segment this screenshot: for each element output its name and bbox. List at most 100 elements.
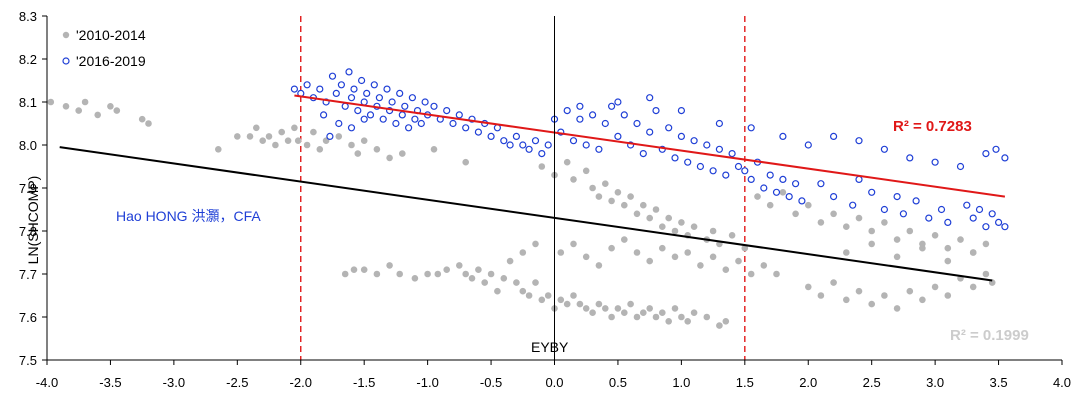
point-2016-2019	[994, 218, 1003, 226]
point-2010-2014	[360, 137, 368, 144]
point-2016-2019	[337, 81, 345, 89]
legend-label-2010-2014: '2010-2014	[76, 27, 146, 43]
point-2010-2014	[944, 257, 952, 265]
point-2010-2014	[671, 305, 679, 312]
point-2010-2014	[215, 146, 222, 153]
point-2016-2019	[411, 115, 419, 123]
point-2010-2014	[659, 244, 666, 252]
point-2016-2019	[328, 72, 337, 80]
point-2016-2019	[855, 175, 863, 183]
point-2010-2014	[557, 296, 565, 304]
point-2016-2019	[375, 94, 383, 102]
point-2016-2019	[443, 106, 451, 115]
point-2016-2019	[455, 111, 463, 119]
point-2016-2019	[785, 193, 793, 201]
point-2016-2019	[677, 106, 686, 115]
point-2010-2014	[684, 249, 691, 256]
point-2016-2019	[1001, 223, 1009, 231]
point-2010-2014	[576, 300, 584, 308]
x-tick-label: 0.5	[609, 375, 627, 390]
x-axis-title: EYBY	[531, 339, 569, 355]
point-2010-2014	[893, 305, 901, 312]
r2-label-2016-2019: R² = 0.7283	[893, 118, 972, 135]
point-2010-2014	[633, 210, 641, 218]
point-2010-2014	[481, 279, 489, 286]
x-tick-label: -2.5	[226, 375, 248, 390]
y-tick-label: 8.1	[19, 95, 37, 110]
point-2010-2014	[538, 163, 546, 170]
point-2010-2014	[690, 309, 698, 317]
point-2010-2014	[728, 232, 736, 239]
point-2010-2014	[881, 292, 888, 299]
x-tick-label: 1.5	[736, 375, 754, 390]
point-2010-2014	[373, 146, 381, 153]
point-2016-2019	[607, 102, 616, 110]
x-tick-label: -3.5	[99, 375, 121, 390]
point-2010-2014	[697, 262, 704, 269]
point-2016-2019	[880, 145, 889, 153]
point-2016-2019	[487, 132, 495, 140]
point-2010-2014	[659, 309, 666, 317]
point-2016-2019	[665, 124, 673, 132]
point-2010-2014	[665, 318, 672, 325]
point-2016-2019	[576, 102, 584, 110]
x-tick-label: 3.5	[990, 375, 1008, 390]
point-2016-2019	[519, 141, 527, 149]
point-2016-2019	[722, 171, 730, 179]
point-2016-2019	[747, 124, 755, 132]
point-2010-2014	[94, 111, 101, 119]
point-2016-2019	[341, 102, 349, 110]
point-2010-2014	[709, 227, 717, 235]
point-2016-2019	[620, 111, 628, 119]
y-tick-label: 8.0	[19, 138, 37, 153]
point-2010-2014	[519, 287, 527, 295]
point-2010-2014	[893, 236, 901, 243]
point-2016-2019	[303, 81, 311, 89]
point-2016-2019	[421, 98, 429, 106]
point-2010-2014	[633, 313, 641, 321]
point-2016-2019	[906, 154, 914, 162]
point-2016-2019	[396, 89, 404, 98]
point-2016-2019	[709, 167, 717, 175]
point-2010-2014	[456, 262, 463, 269]
point-2016-2019	[633, 119, 641, 128]
point-2010-2014	[589, 309, 596, 317]
point-2016-2019	[392, 119, 400, 128]
point-2010-2014	[931, 232, 939, 239]
y-tick-label: 8.3	[19, 9, 37, 24]
point-2010-2014	[722, 266, 730, 274]
point-2010-2014	[621, 201, 628, 209]
point-2016-2019	[347, 94, 356, 102]
point-2010-2014	[608, 313, 615, 321]
point-2016-2019	[350, 85, 358, 93]
point-2016-2019	[766, 171, 774, 179]
point-2016-2019	[462, 124, 470, 132]
point-2016-2019	[760, 184, 768, 192]
point-2010-2014	[75, 107, 82, 114]
point-2010-2014	[252, 124, 260, 132]
point-2016-2019	[772, 188, 781, 196]
point-2016-2019	[290, 85, 298, 93]
point-2010-2014	[532, 279, 539, 286]
point-2010-2014	[396, 270, 404, 278]
point-2010-2014	[424, 270, 431, 278]
x-tick-label: -2.0	[290, 375, 312, 390]
point-2016-2019	[398, 111, 406, 119]
y-tick-labels: 7.5 7.6 7.7 7.8 7.9 8.0 8.1 8.2 8.3	[19, 9, 37, 368]
point-2016-2019	[379, 115, 387, 123]
point-2010-2014	[969, 283, 977, 291]
point-2010-2014	[399, 150, 406, 157]
point-2016-2019	[401, 102, 409, 110]
point-2016-2019	[335, 119, 343, 128]
point-2016-2019	[703, 141, 711, 149]
point-2016-2019	[779, 132, 787, 140]
point-2010-2014	[621, 236, 628, 243]
point-2016-2019	[576, 115, 584, 123]
point-2010-2014	[348, 141, 355, 149]
point-2010-2014	[506, 257, 514, 265]
point-2010-2014	[627, 300, 634, 308]
x-tick-label: 0.0	[545, 375, 563, 390]
point-2016-2019	[912, 197, 920, 205]
point-2010-2014	[760, 262, 768, 269]
point-2016-2019	[937, 205, 946, 214]
